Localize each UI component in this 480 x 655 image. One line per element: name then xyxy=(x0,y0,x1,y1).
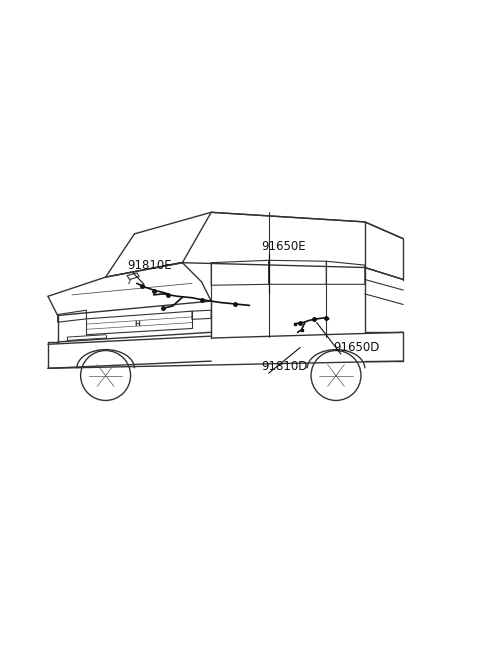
Text: H: H xyxy=(134,321,140,327)
Text: 91650E: 91650E xyxy=(262,240,306,253)
Text: 91650D: 91650D xyxy=(334,341,380,354)
Text: 91810D: 91810D xyxy=(262,360,308,373)
Text: 91810E: 91810E xyxy=(127,259,172,272)
